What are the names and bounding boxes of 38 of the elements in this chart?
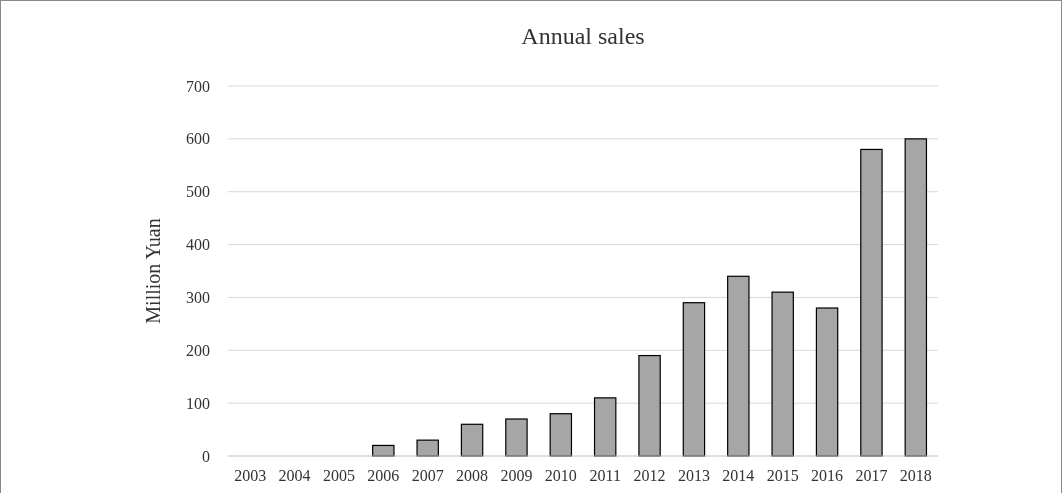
bar: [904, 138, 928, 457]
bar: [416, 439, 439, 457]
y-tick-label: 500: [186, 183, 210, 201]
x-tick-label: 2010: [544, 467, 577, 484]
chart-title: Annual sales: [521, 23, 645, 49]
x-tick-label: 2012: [633, 467, 666, 484]
y-tick-label: 400: [186, 236, 210, 254]
x-tick-label: 2007: [411, 467, 444, 484]
x-tick-label: 2005: [322, 467, 355, 484]
x-tick-label: 2014: [722, 467, 755, 484]
bar: [593, 397, 617, 457]
bar: [505, 418, 528, 457]
bar: [682, 302, 706, 457]
bar: [771, 291, 794, 457]
bar: [638, 354, 661, 457]
y-tick-label: 600: [186, 130, 210, 148]
y-tick-label: 300: [186, 289, 210, 307]
bar: [815, 307, 839, 457]
x-tick-label: 2015: [766, 467, 799, 484]
bar: [727, 275, 750, 457]
bar: [460, 423, 484, 457]
x-tick-label: 2018: [899, 467, 932, 484]
x-tick-label: 2006: [367, 467, 400, 484]
bar: [549, 413, 573, 457]
y-tick-label: 200: [186, 341, 210, 359]
x-tick-label: 2004: [278, 467, 311, 484]
y-tick-label: 700: [186, 77, 210, 95]
y-tick-label: 100: [186, 394, 210, 412]
x-tick-label: 2013: [677, 467, 710, 484]
bar: [860, 148, 883, 457]
x-tick-label: 2009: [500, 467, 533, 484]
x-tick-label: 2011: [589, 467, 621, 484]
y-tick-label: 0: [202, 447, 210, 465]
y-axis-title: Million Yuan: [142, 218, 164, 324]
x-tick-label: 2017: [855, 467, 888, 484]
x-tick-label: 2008: [456, 467, 489, 484]
x-tick-label: 2016: [811, 467, 844, 484]
x-tick-label: 2003: [234, 467, 267, 484]
